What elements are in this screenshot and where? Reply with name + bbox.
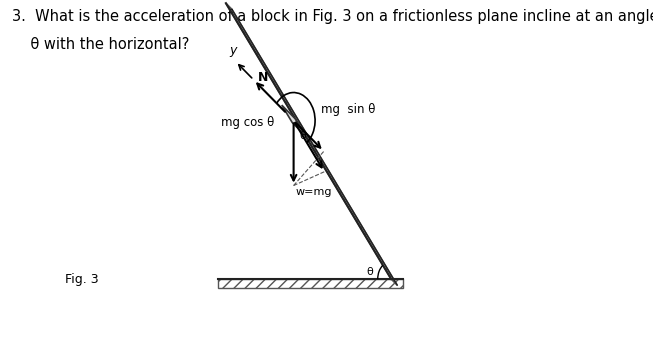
Text: Fig. 3: Fig. 3 xyxy=(65,273,99,286)
Polygon shape xyxy=(281,105,306,136)
Text: mg cos θ: mg cos θ xyxy=(221,115,274,128)
Text: θ: θ xyxy=(300,131,306,140)
Text: θ: θ xyxy=(366,267,374,277)
Text: mg  sin θ: mg sin θ xyxy=(321,102,375,115)
Text: y: y xyxy=(230,45,237,58)
Text: 3.  What is the acceleration of a block in Fig. 3 on a frictionless plane inclin: 3. What is the acceleration of a block i… xyxy=(12,9,653,24)
Text: θ with the horizontal?: θ with the horizontal? xyxy=(12,37,189,52)
Text: w=mg: w=mg xyxy=(296,186,332,197)
Text: N: N xyxy=(257,71,268,84)
